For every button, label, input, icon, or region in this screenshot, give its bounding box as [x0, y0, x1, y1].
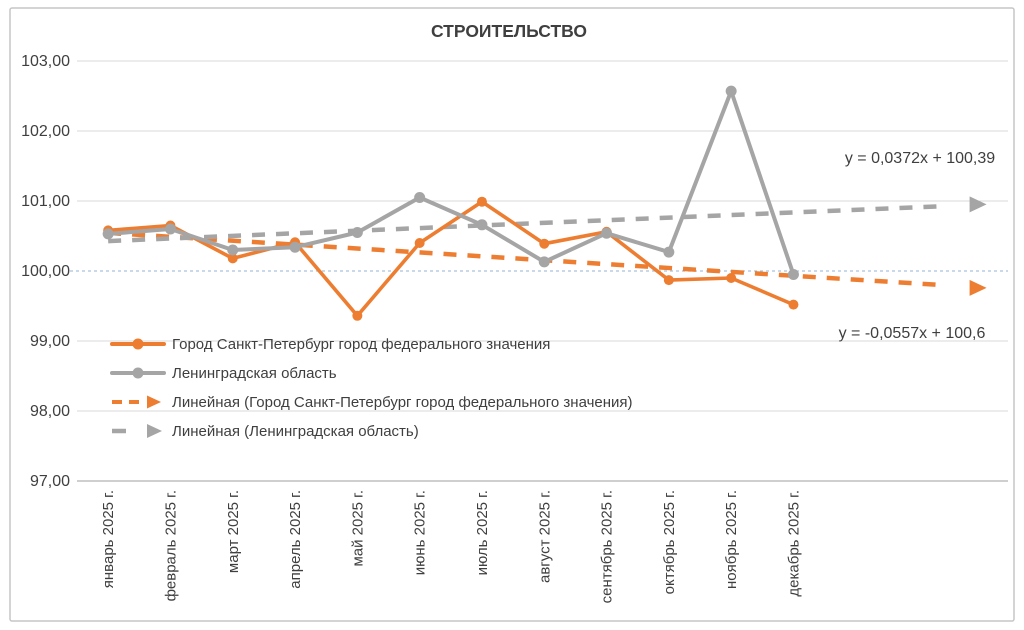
- trendline-arrowhead-spb: [969, 279, 987, 296]
- x-tick-label: февраль 2025 г.: [162, 490, 179, 601]
- y-tick-label: 102,00: [21, 123, 70, 140]
- y-tick-label: 97,00: [30, 473, 70, 490]
- data-point-spb-6: [414, 238, 425, 248]
- x-tick-label: сентябрь 2025 г.: [599, 490, 616, 603]
- x-tick-label: апрель 2025 г.: [287, 490, 304, 589]
- y-tick-label: 99,00: [30, 333, 70, 350]
- legend-label-trend-lenoblast: Линейная (Ленинградская область): [172, 423, 419, 440]
- trend-equation-lenoblast: y = 0,0372x + 100,39: [845, 150, 995, 167]
- data-point-spb-8: [539, 238, 550, 249]
- data-point-lenoblast-3: [227, 244, 239, 256]
- data-point-lenoblast-8: [538, 256, 550, 268]
- legend-item-trend-spb: Линейная (Город Санкт-Петербург город фе…: [112, 394, 633, 411]
- y-tick-label: 103,00: [21, 53, 70, 70]
- data-point-lenoblast-4: [289, 241, 301, 253]
- y-tick-label: 101,00: [21, 193, 70, 210]
- trend-equation-spb: y = -0,0557x + 100,6: [839, 325, 986, 342]
- x-tick-label: июль 2025 г.: [474, 490, 491, 575]
- x-tick-label: март 2025 г.: [225, 490, 242, 573]
- legend-arrow-icon-trend-lenoblast: [147, 424, 162, 438]
- x-tick-label: июнь 2025 г.: [412, 490, 429, 575]
- series-line-lenoblast: [106, 89, 796, 277]
- y-tick-label: 100,00: [21, 263, 70, 280]
- data-point-spb-10: [663, 275, 674, 286]
- data-point-spb-5: [352, 310, 363, 321]
- legend-label-lenoblast: Ленинградская область: [172, 365, 337, 382]
- chart-title: СТРОИТЕЛЬСТВО: [431, 21, 587, 41]
- x-tick-label: октябрь 2025 г.: [661, 490, 678, 594]
- data-point-lenoblast-7: [476, 219, 488, 231]
- legend-item-lenoblast: Ленинградская область: [110, 365, 337, 382]
- legend-marker-spb: [132, 338, 144, 350]
- legend-arrow-icon-trend-spb: [147, 395, 161, 409]
- legend-item-trend-lenoblast: Линейная (Ленинградская область): [112, 423, 419, 440]
- x-tick-label: декабрь 2025 г.: [785, 490, 802, 597]
- trendline-spb: [108, 230, 944, 288]
- x-tick-label: август 2025 г.: [536, 490, 553, 583]
- x-tick-label: ноябрь 2025 г.: [723, 490, 740, 589]
- legend-item-spb: Город Санкт-Петербург город федерального…: [110, 336, 550, 353]
- data-point-lenoblast-11: [725, 85, 737, 97]
- plot-area: 103,00 102,00 101,00 100,00 99,00 98,00 97,00 я…: [21, 53, 1008, 603]
- data-point-lenoblast-1: [102, 228, 114, 240]
- legend-label-trend-spb: Линейная (Город Санкт-Петербург город фе…: [172, 394, 633, 411]
- data-point-lenoblast-9: [601, 227, 613, 239]
- y-tick-label: 98,00: [30, 403, 70, 420]
- legend-marker-lenoblast: [132, 367, 144, 379]
- data-point-lenoblast-10: [663, 246, 675, 258]
- x-tick-label: май 2025 г.: [349, 490, 366, 567]
- trendline-arrowhead-lenoblast: [969, 196, 987, 213]
- data-point-spb-7: [476, 196, 487, 207]
- data-point-spb-11: [726, 273, 737, 283]
- data-point-spb-3: [227, 253, 238, 264]
- data-point-lenoblast-12: [787, 269, 799, 280]
- legend: Город Санкт-Петербург город федерального…: [110, 336, 633, 440]
- data-point-lenoblast-5: [351, 227, 363, 238]
- x-tick-label: январь 2025 г.: [100, 490, 117, 588]
- trendline-lenoblast: [108, 203, 944, 244]
- legend-label-spb: Город Санкт-Петербург город федерального…: [172, 336, 550, 353]
- series-line-spb: [106, 199, 796, 318]
- data-point-lenoblast-2: [164, 223, 176, 235]
- data-point-spb-12: [788, 299, 799, 310]
- data-point-lenoblast-6: [414, 192, 426, 203]
- chart-frame: [9, 7, 1015, 622]
